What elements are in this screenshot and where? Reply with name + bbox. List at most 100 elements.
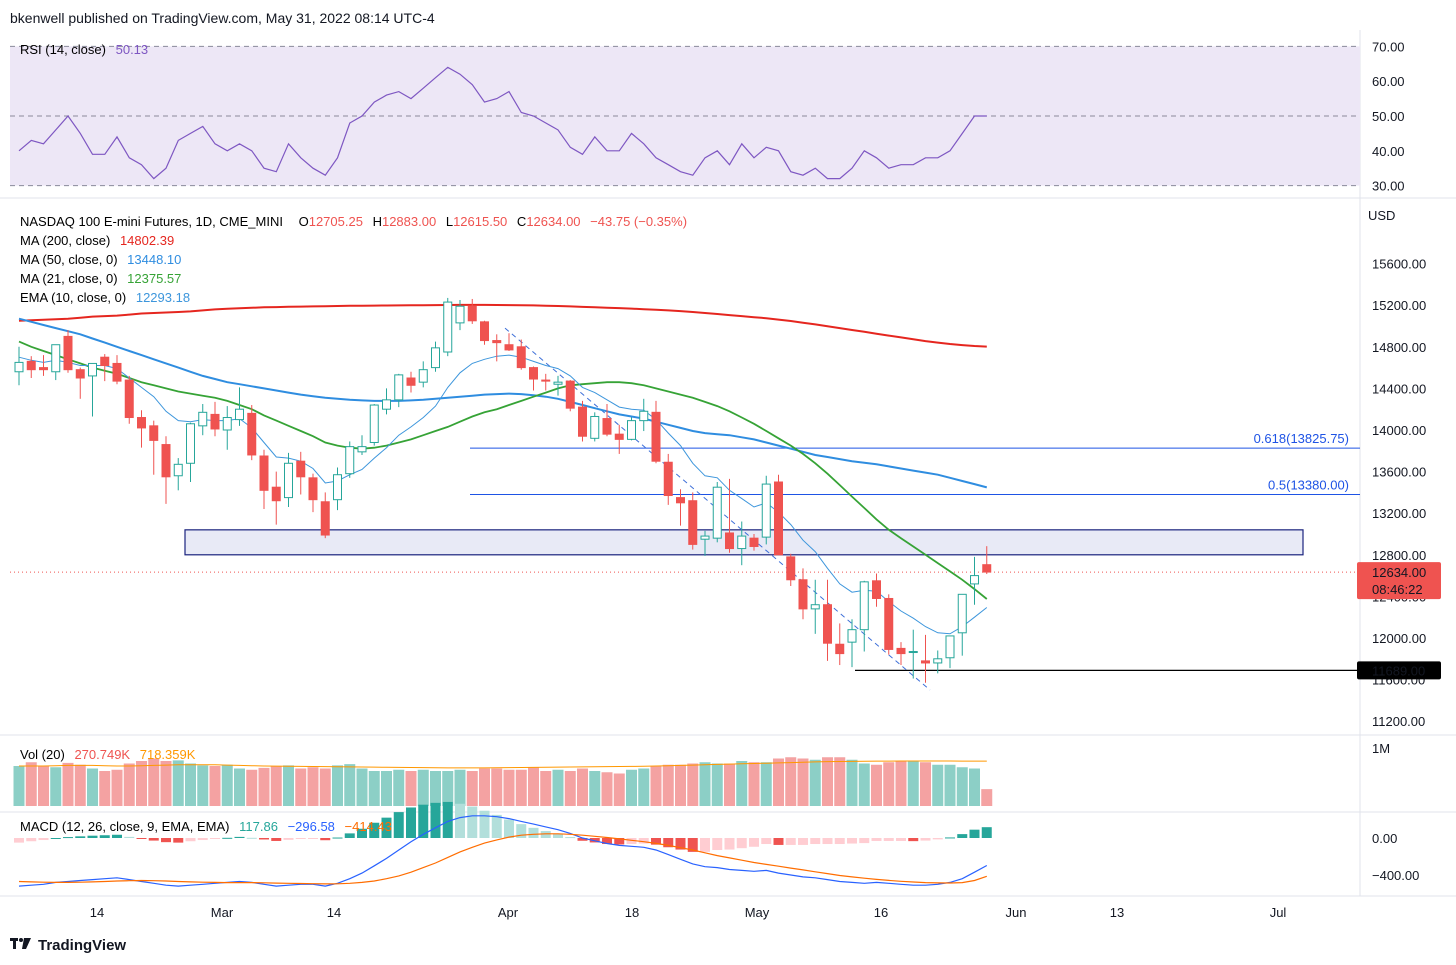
candle[interactable] <box>651 400 661 464</box>
candle[interactable] <box>896 642 906 666</box>
candle[interactable] <box>320 492 330 539</box>
macd-hist-bar <box>798 838 808 845</box>
candle[interactable] <box>774 474 783 556</box>
candle[interactable] <box>590 412 600 442</box>
candle[interactable] <box>737 521 747 566</box>
candle[interactable] <box>186 422 195 482</box>
candle[interactable] <box>663 453 673 505</box>
candle[interactable] <box>529 366 538 391</box>
candle[interactable] <box>602 404 612 437</box>
candle[interactable] <box>137 410 146 448</box>
candle[interactable] <box>406 371 416 393</box>
ohlc-h-label: H <box>373 214 382 229</box>
candle[interactable] <box>810 579 820 634</box>
candle[interactable] <box>492 334 502 362</box>
candle[interactable] <box>688 492 698 550</box>
publisher-line: bkenwell published on TradingView.com, M… <box>10 10 435 26</box>
candle[interactable] <box>222 406 232 450</box>
volume-bar <box>13 766 25 806</box>
candle[interactable] <box>627 417 636 441</box>
macd-hist-bar <box>442 801 453 838</box>
candle[interactable] <box>284 452 293 507</box>
candle[interactable] <box>786 553 796 586</box>
candle[interactable] <box>847 619 857 668</box>
candle[interactable] <box>480 320 489 345</box>
candle[interactable] <box>933 650 943 674</box>
candle[interactable] <box>75 367 85 399</box>
candle[interactable] <box>296 451 306 495</box>
candle[interactable] <box>51 344 61 381</box>
candle-body-up <box>173 463 183 477</box>
candle[interactable] <box>823 579 832 661</box>
rsi-legend-value: 50.13 <box>116 42 149 57</box>
candle[interactable] <box>467 298 477 324</box>
candle[interactable] <box>565 380 575 412</box>
candle[interactable] <box>455 300 465 331</box>
candle[interactable] <box>112 355 122 385</box>
candle[interactable] <box>700 530 710 556</box>
candle-body-up <box>737 535 747 550</box>
candle-body-up <box>284 462 293 499</box>
candle[interactable] <box>100 354 110 382</box>
candle[interactable] <box>149 420 159 475</box>
candle-body-up <box>639 410 649 422</box>
candle[interactable] <box>908 629 918 679</box>
time-tick-label: 14 <box>327 905 341 920</box>
candle[interactable] <box>235 387 244 426</box>
candle[interactable] <box>835 623 845 666</box>
candle[interactable] <box>26 356 36 378</box>
candle[interactable] <box>504 333 514 351</box>
candle[interactable] <box>382 388 391 415</box>
candle[interactable] <box>676 489 685 526</box>
candle[interactable] <box>982 546 992 575</box>
candle[interactable] <box>516 339 526 370</box>
candle[interactable] <box>210 401 220 437</box>
candle[interactable] <box>553 375 563 396</box>
candle[interactable] <box>859 580 869 652</box>
candle[interactable] <box>345 441 355 478</box>
macd-legend-hist: 117.86 <box>239 819 278 834</box>
candle[interactable] <box>333 467 342 511</box>
candle[interactable] <box>541 373 551 391</box>
candle[interactable] <box>725 478 734 553</box>
candle[interactable] <box>88 362 97 417</box>
candle[interactable] <box>369 404 379 446</box>
candle[interactable] <box>418 361 428 388</box>
candle[interactable] <box>712 482 722 543</box>
candle[interactable] <box>394 373 404 408</box>
candle[interactable] <box>308 473 318 513</box>
candle[interactable] <box>945 635 955 669</box>
candle[interactable] <box>357 435 367 455</box>
candle[interactable] <box>884 594 894 655</box>
candle[interactable] <box>443 297 453 357</box>
candle[interactable] <box>872 573 881 607</box>
candle[interactable] <box>161 436 171 504</box>
candle[interactable] <box>259 449 269 510</box>
candle[interactable] <box>173 458 183 491</box>
candle-body-down <box>565 380 575 409</box>
candles[interactable] <box>14 297 992 683</box>
volume-bar <box>99 771 111 806</box>
candle[interactable] <box>271 471 281 525</box>
candle[interactable] <box>798 568 808 620</box>
candle[interactable] <box>639 398 649 432</box>
time-tick-label: 18 <box>625 905 639 920</box>
candle[interactable] <box>63 330 73 373</box>
candle[interactable] <box>124 375 134 424</box>
candle[interactable] <box>14 346 24 386</box>
candle[interactable] <box>749 534 759 551</box>
candle[interactable] <box>761 475 771 545</box>
candle[interactable] <box>578 400 587 442</box>
candle[interactable] <box>970 556 979 605</box>
time-tick-label: 16 <box>874 905 888 920</box>
candle[interactable] <box>198 404 208 436</box>
candle-body-up <box>357 446 367 453</box>
candle[interactable] <box>431 341 440 372</box>
candle[interactable] <box>39 355 48 376</box>
candle[interactable] <box>957 593 967 656</box>
candle[interactable] <box>247 405 257 461</box>
candle[interactable] <box>614 424 624 454</box>
macd-hist-bar <box>185 838 196 842</box>
candle[interactable] <box>921 634 930 683</box>
